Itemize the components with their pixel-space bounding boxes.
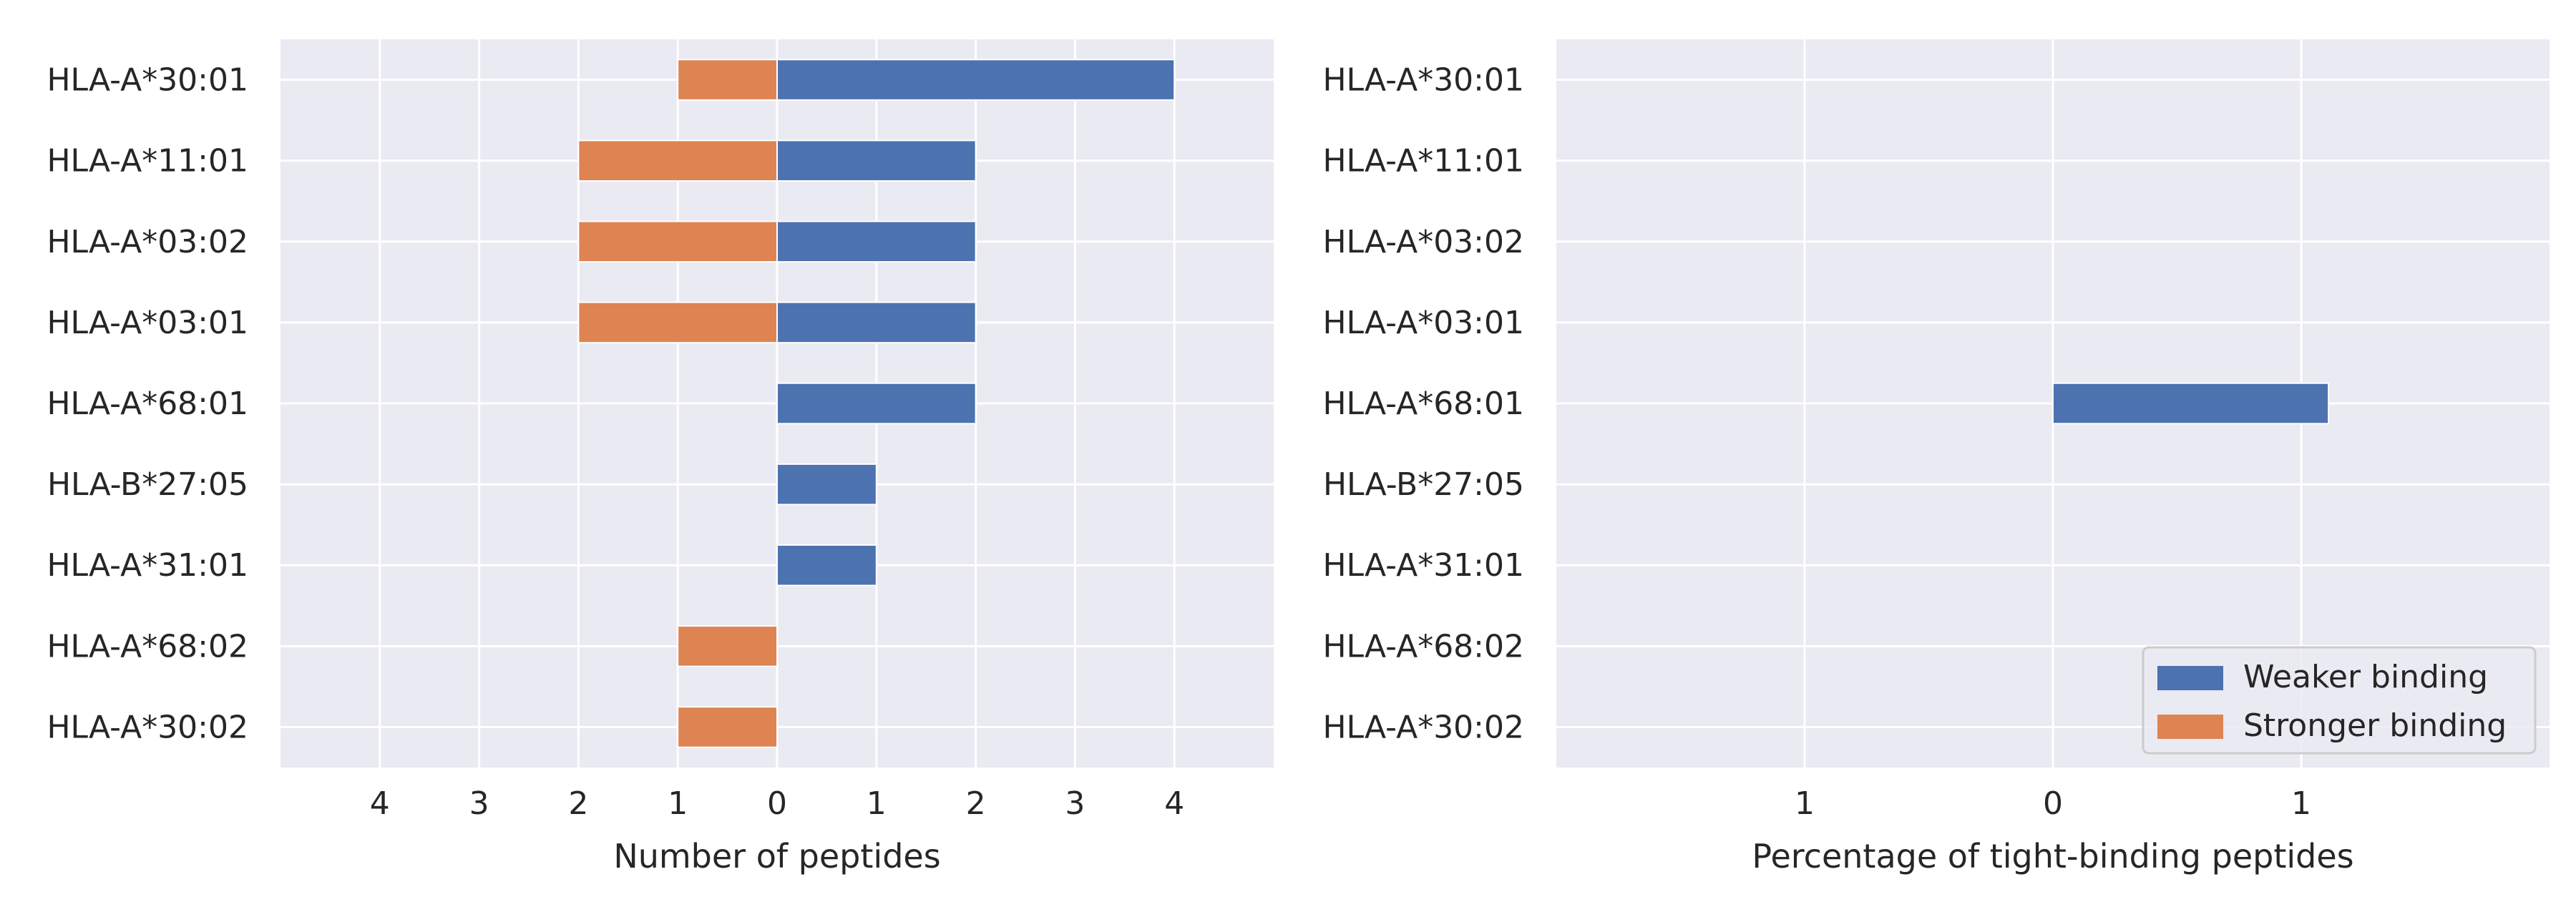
y-tick-label: HLA-B*27:05 [47,466,248,503]
y-tick-label: HLA-A*30:01 [1322,62,1524,99]
weaker-binding-bar [2052,382,2330,425]
y-tick-label: HLA-A*31:01 [47,547,248,584]
y-tick-label: HLA-A*30:02 [47,709,248,745]
y-tick-label: HLA-A*03:02 [1322,224,1524,260]
chart-panel-2: HLA-A*30:01 HLA-A*11:01 HLA-A*03:02 HLA-A*0… [1322,39,2550,876]
legend-box [2142,646,2537,755]
y-tick-label: HLA-A*03:01 [1322,305,1524,341]
x-tick-label: 3 [1065,785,1085,822]
x-tick-label: 2 [568,785,588,822]
y-tick-label: HLA-A*68:01 [47,386,248,422]
x-tick-label: 1 [867,785,887,822]
chart-panel-1: HLA-A*30:01 HLA-A*11:01 HLA-A*03:02 HLA-A*0… [47,39,1274,876]
stronger-binding-bar [577,139,779,182]
stronger-binding-bar [677,706,779,748]
weaker-binding-bar [776,59,1176,101]
x-axis-title: Percentage of tight-binding peptides [1752,837,2353,876]
y-tick-label: HLA-A*30:02 [1322,709,1524,745]
y-tick-label: HLA-A*11:01 [1322,143,1524,180]
stronger-binding-bar [677,59,779,101]
legend-label: Stronger binding [2243,707,2507,744]
x-tick-label: 1 [668,785,688,822]
stronger-binding-bar [677,625,779,667]
weaker-binding-bar [776,301,977,344]
legend-swatch [2157,715,2223,739]
weaker-binding-bar [776,382,977,425]
stronger-binding-bar [577,301,779,344]
y-tick-label: HLA-A*68:02 [1322,628,1524,665]
y-tick-label: HLA-A*03:02 [47,224,248,260]
x-tick-label: 2 [966,785,986,822]
legend-label: Weaker binding [2243,659,2488,695]
x-tick-label: 1 [1795,785,1815,822]
weaker-binding-bar [776,139,977,182]
weaker-binding-bar [776,220,977,263]
x-tick-label: 0 [767,785,787,822]
y-tick-label: HLA-A*68:02 [47,628,248,665]
x-tick-label: 4 [1164,785,1184,822]
x-tick-label: 1 [2291,785,2311,822]
x-tick-label: 3 [469,785,489,822]
y-tick-label: HLA-A*31:01 [1322,547,1524,584]
y-tick-label: HLA-A*03:01 [47,305,248,341]
x-axis-title: Number of peptides [613,837,940,876]
y-tick-label: HLA-A*30:01 [47,62,248,99]
legend-swatch [2157,666,2223,690]
y-tick-label: HLA-B*27:05 [1323,466,1524,503]
legend: Weaker binding Stronger binding [2142,646,2537,755]
stronger-binding-bar [577,220,779,263]
y-tick-label: HLA-A*11:01 [47,143,248,180]
weaker-binding-bar [776,544,877,587]
weaker-binding-bar [776,463,877,506]
y-tick-label: HLA-A*68:01 [1322,386,1524,422]
x-tick-label: 0 [2043,785,2063,822]
x-tick-label: 4 [370,785,390,822]
